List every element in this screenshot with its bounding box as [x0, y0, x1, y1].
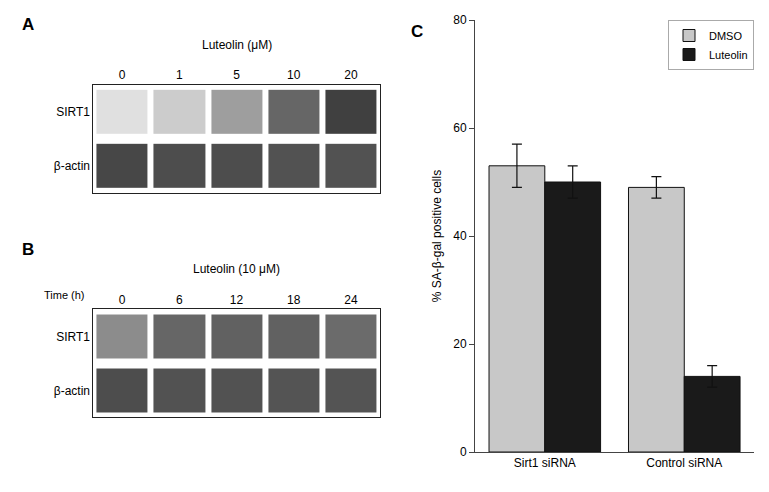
svg-text:β-actin: β-actin	[54, 384, 90, 398]
svg-text:Luteolin: Luteolin	[709, 49, 748, 61]
svg-text:20: 20	[344, 68, 358, 82]
svg-text:80: 80	[453, 13, 467, 27]
svg-text:18: 18	[287, 293, 301, 307]
svg-text:60: 60	[453, 121, 467, 135]
svg-text:Luteolin (μM): Luteolin (μM)	[202, 38, 272, 52]
svg-text:A: A	[22, 15, 34, 34]
svg-text:5: 5	[233, 68, 240, 82]
svg-text:12: 12	[230, 293, 244, 307]
svg-text:SIRT1: SIRT1	[56, 105, 90, 119]
svg-text:Time (h): Time (h)	[44, 289, 85, 301]
svg-text:β-actin: β-actin	[54, 159, 90, 173]
svg-text:DMSO: DMSO	[709, 30, 742, 42]
svg-text:40: 40	[453, 229, 467, 243]
svg-text:Sirt1 siRNA: Sirt1 siRNA	[514, 456, 576, 470]
svg-text:20: 20	[453, 337, 467, 351]
svg-text:0: 0	[460, 445, 467, 459]
svg-text:24: 24	[344, 293, 358, 307]
svg-text:Control siRNA: Control siRNA	[646, 456, 722, 470]
svg-text:% SA-β-gal positive cells: % SA-β-gal positive cells	[430, 170, 444, 302]
svg-text:1: 1	[176, 68, 183, 82]
svg-text:Luteolin (10 μM): Luteolin (10 μM)	[193, 262, 280, 276]
svg-text:0: 0	[119, 68, 126, 82]
svg-text:C: C	[411, 22, 423, 41]
svg-text:10: 10	[287, 68, 301, 82]
svg-text:SIRT1: SIRT1	[56, 330, 90, 344]
svg-text:6: 6	[176, 293, 183, 307]
svg-text:B: B	[22, 240, 34, 259]
svg-text:0: 0	[119, 293, 126, 307]
